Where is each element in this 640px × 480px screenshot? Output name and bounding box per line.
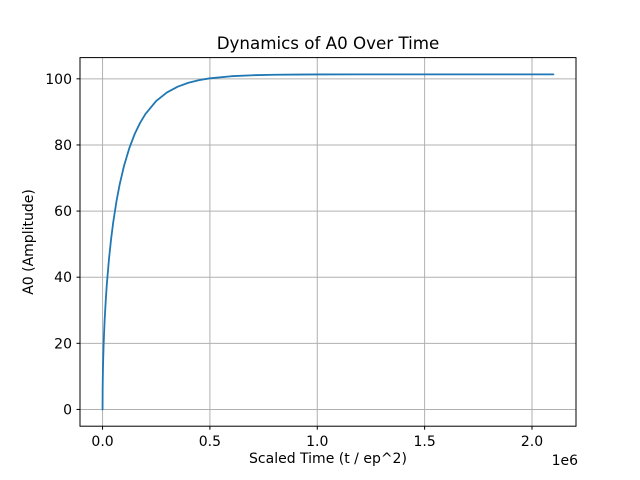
plot-background (80, 57, 576, 427)
y-tick-label: 60 (54, 204, 72, 220)
chart-title: Dynamics of A0 Over Time (216, 33, 440, 53)
plot-border (79, 57, 577, 427)
series-a0-line (101, 73, 555, 411)
x-tick-label: 2.0 (521, 434, 543, 450)
x-axis-offset-label: 1e6 (551, 453, 578, 469)
x-axis-label: Scaled Time (t / ep^2) (249, 451, 407, 467)
y-tick-label: 100 (45, 72, 72, 88)
y-tick-label: 80 (54, 138, 72, 154)
x-tick-label: 0.5 (199, 434, 221, 450)
y-tick-label: 0 (63, 402, 72, 418)
y-tick-label: 20 (54, 336, 72, 352)
x-tick-label: 0.0 (91, 434, 113, 450)
x-tick-label: 1.0 (306, 434, 328, 450)
y-axis-label: A0 (Amplitude) (21, 189, 37, 295)
y-tick-label: 40 (54, 270, 72, 286)
x-tick-label: 1.5 (413, 434, 435, 450)
